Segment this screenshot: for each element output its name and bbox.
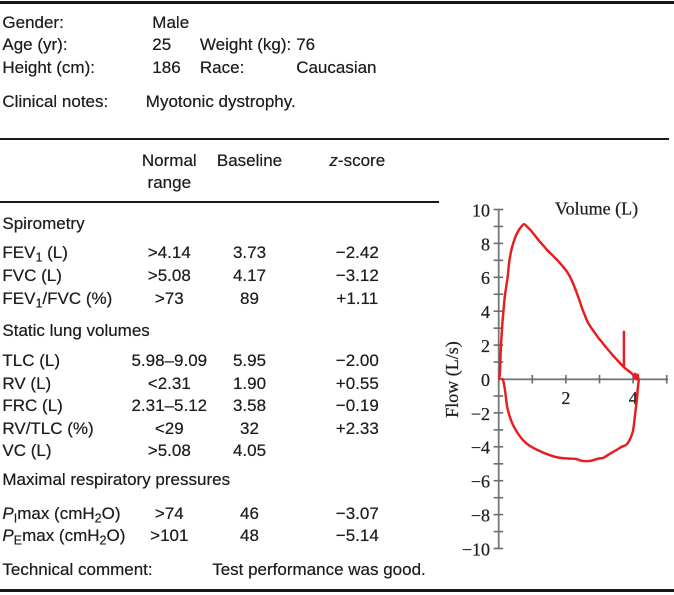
svg-text:−6: −6 <box>471 472 490 492</box>
svg-text:−8: −8 <box>471 506 490 526</box>
svg-text:6: 6 <box>481 268 490 288</box>
svg-text:2: 2 <box>481 336 490 356</box>
svg-text:8: 8 <box>481 234 490 254</box>
svg-text:−2: −2 <box>471 404 490 424</box>
svg-text:−10: −10 <box>462 539 490 559</box>
svg-text:Volume (L): Volume (L) <box>555 198 638 219</box>
svg-text:2: 2 <box>561 388 570 408</box>
svg-text:Flow (L/s): Flow (L/s) <box>442 341 463 418</box>
svg-text:10: 10 <box>472 200 490 220</box>
svg-text:4: 4 <box>629 388 638 408</box>
svg-text:−4: −4 <box>471 438 490 458</box>
svg-text:4: 4 <box>481 302 490 322</box>
svg-text:0: 0 <box>481 370 490 390</box>
